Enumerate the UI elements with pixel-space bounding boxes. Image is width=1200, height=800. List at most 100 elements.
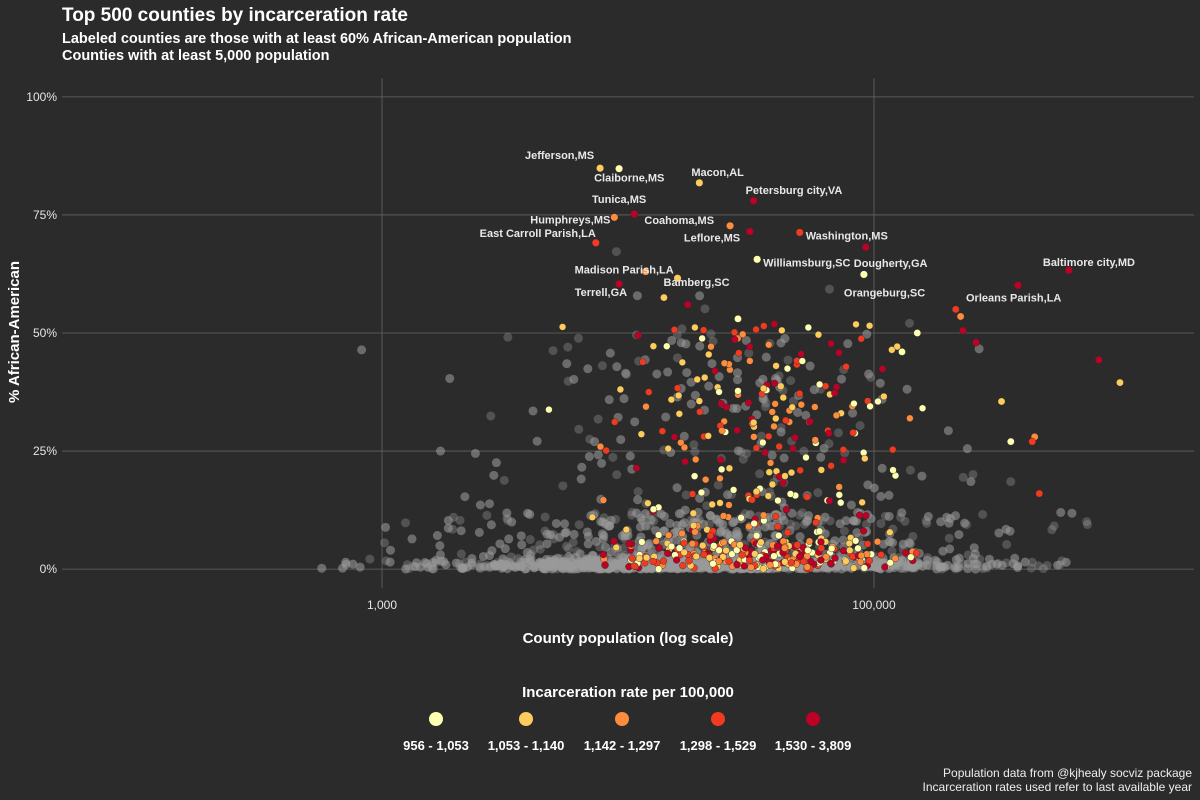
background-point [646, 563, 656, 573]
background-point [611, 514, 621, 524]
caption-line-1: Population data from @kjhealy socviz pac… [943, 766, 1192, 780]
background-point [944, 518, 954, 528]
background-point [841, 516, 851, 526]
background-point [525, 535, 535, 545]
background-point [871, 559, 881, 569]
background-point [705, 511, 715, 521]
y-tick-label: 25% [33, 444, 57, 458]
background-point [586, 559, 596, 569]
highlight-point [736, 541, 744, 549]
background-point [963, 559, 973, 569]
highlight-point [856, 558, 865, 566]
legend-label: 1,530 - 3,809 [775, 738, 852, 753]
highlight-point [628, 554, 636, 562]
background-point [1010, 553, 1020, 563]
background-point [467, 554, 477, 564]
background-point [576, 474, 586, 484]
background-point [1013, 561, 1023, 571]
background-point [820, 512, 830, 522]
background-point [613, 553, 623, 563]
background-point [706, 511, 716, 521]
highlight-point [630, 562, 638, 570]
background-point [577, 462, 587, 472]
background-point [1008, 559, 1018, 569]
background-point [470, 448, 480, 458]
background-point [896, 563, 906, 573]
county-label: Williamsburg,SC [763, 257, 850, 269]
highlight-point [722, 546, 730, 555]
background-point [1042, 561, 1052, 571]
background-point [454, 559, 464, 569]
background-point [801, 410, 811, 420]
background-point [436, 556, 446, 566]
highlight-point [800, 557, 808, 565]
highlight-point [845, 539, 853, 548]
background-point [1001, 558, 1011, 568]
background-point [585, 434, 595, 444]
legend-swatch [615, 712, 629, 726]
highlight-point [907, 553, 915, 561]
background-point [698, 561, 708, 571]
background-point [923, 512, 933, 522]
background-point [517, 540, 527, 550]
background-point [852, 528, 862, 538]
highlight-point [680, 548, 688, 556]
background-point [974, 344, 984, 354]
background-point [837, 564, 847, 574]
background-point [644, 538, 654, 548]
highlight-point [717, 400, 725, 408]
background-points [317, 247, 1092, 574]
background-point [554, 532, 564, 542]
highlight-point [857, 552, 866, 560]
background-point [616, 558, 626, 568]
background-point [553, 553, 563, 563]
background-point [486, 562, 496, 572]
highlight-point [596, 443, 605, 451]
background-point [592, 556, 602, 566]
highlight-point [837, 499, 845, 507]
background-point [574, 424, 584, 434]
background-point [485, 499, 495, 509]
background-point [672, 483, 682, 493]
background-point [583, 560, 593, 570]
background-point [558, 563, 568, 573]
background-point [686, 377, 696, 387]
background-point [593, 450, 603, 460]
highlight-point [817, 466, 825, 474]
highlight-point [746, 556, 754, 565]
background-point [674, 509, 684, 519]
highlight-point [766, 459, 775, 467]
background-point [574, 563, 584, 573]
highlight-point [695, 397, 703, 405]
background-point [871, 562, 881, 572]
background-point [791, 521, 801, 531]
highlight-point [729, 486, 738, 494]
highlight-point [825, 497, 834, 505]
background-point [661, 412, 671, 422]
background-point [642, 564, 652, 574]
highlight-point [850, 564, 858, 572]
background-point [549, 534, 559, 544]
background-point [558, 564, 568, 574]
background-point [462, 562, 472, 572]
highlight-point [886, 528, 894, 536]
background-point [944, 533, 954, 543]
highlight-point [803, 493, 811, 501]
background-point [546, 554, 556, 564]
background-point [608, 558, 618, 568]
background-point [615, 555, 625, 565]
county-label: Claiborne,MS [594, 173, 664, 185]
background-point [922, 560, 932, 570]
background-point [557, 559, 567, 569]
background-point [489, 470, 499, 480]
background-point [816, 452, 826, 462]
background-point [380, 538, 390, 548]
background-point [496, 559, 506, 569]
background-point [788, 396, 798, 406]
background-point [1056, 507, 1066, 517]
highlight-point [827, 559, 835, 567]
background-point [966, 477, 976, 487]
highlight-point [655, 544, 664, 552]
